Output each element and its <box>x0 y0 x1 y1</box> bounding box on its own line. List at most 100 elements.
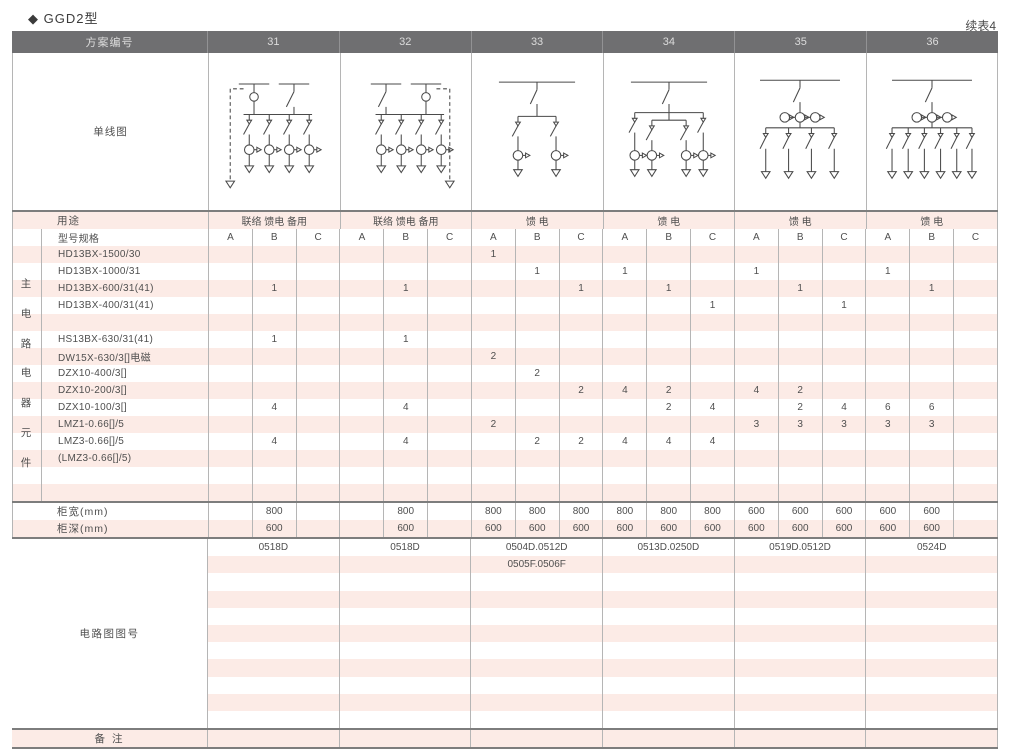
component-row <box>12 314 998 331</box>
value-cell: B <box>777 229 822 246</box>
value-cell <box>558 314 603 331</box>
model-name <box>41 484 208 501</box>
value-cell: C <box>821 229 866 246</box>
value-cell <box>470 280 515 297</box>
value-cell: 600 <box>558 520 603 537</box>
value-cell <box>470 399 515 416</box>
circuit-diagram-icon <box>885 79 977 180</box>
main-circuit-components-label: 主电路电器元件 <box>12 248 40 498</box>
value-cell <box>470 450 515 467</box>
circuit-number-cell: 0504D.0512D <box>470 539 602 557</box>
value-cell: B <box>646 229 690 246</box>
circuit-number-cell <box>338 607 471 625</box>
value-cell: 4 <box>251 399 296 416</box>
value-cell <box>295 503 340 520</box>
value-cell <box>558 467 603 484</box>
value-cell <box>733 399 778 416</box>
value-cell <box>427 467 471 484</box>
value-cell <box>690 484 734 501</box>
value-cell: 3 <box>909 416 953 433</box>
page-title: ◆ GGD2型 <box>28 11 99 26</box>
value-cell: 600 <box>865 520 909 537</box>
value-cell <box>909 246 953 263</box>
value-cell <box>690 314 734 331</box>
separator-line <box>12 537 998 539</box>
component-row: HD13BX-1500/30 1 <box>12 246 998 263</box>
value-cell: 600 <box>821 520 866 537</box>
value-cell: 1 <box>865 263 909 280</box>
value-cell <box>733 365 778 382</box>
value-cell <box>514 382 559 399</box>
value-cell <box>646 484 690 501</box>
value-cell <box>646 365 690 382</box>
value-cell <box>339 450 383 467</box>
remarks-cell <box>207 730 339 748</box>
circuit-number-cell <box>865 642 997 660</box>
value-cell <box>470 382 515 399</box>
value-cell: 600 <box>602 520 646 537</box>
separator-line <box>12 728 998 731</box>
value-cell <box>733 280 778 297</box>
value-cell <box>690 246 734 263</box>
empty-row <box>207 590 997 608</box>
usage-value: 联络 馈电 备用 <box>339 212 472 229</box>
circuit-diagram-icon <box>759 79 841 180</box>
value-cell <box>470 331 515 348</box>
remarks-cell <box>602 730 734 748</box>
value-cell <box>339 331 383 348</box>
value-cell <box>733 348 778 365</box>
circuit-number-cell <box>602 573 734 591</box>
value-cell <box>777 246 822 263</box>
value-cell: 3 <box>733 416 778 433</box>
value-cell <box>339 365 383 382</box>
value-cell <box>602 484 646 501</box>
circuit-number-cell <box>733 573 866 591</box>
value-cell <box>514 280 559 297</box>
remarks-row: 备 注 <box>12 730 998 748</box>
value-cell <box>690 280 734 297</box>
value-cell <box>295 450 340 467</box>
value-cell <box>427 433 471 450</box>
value-cell <box>514 297 559 314</box>
value-cell <box>690 416 734 433</box>
usage-label: 用途 <box>57 215 80 227</box>
value-cell <box>953 399 997 416</box>
circuit-number-cell <box>470 590 602 608</box>
value-cell <box>383 297 427 314</box>
table-row: 柜宽(mm) 800 800 800 800 800 800 800 800 600 600 600 6… <box>12 503 998 520</box>
value-cell <box>646 297 690 314</box>
value-cell <box>383 314 427 331</box>
empty-row <box>207 624 997 643</box>
value-cell <box>295 314 340 331</box>
circuit-numbers-section: 电路图图号 0518D 0518D 0504D.0512D 0513D.0250D 051… <box>12 539 998 729</box>
value-cell <box>602 399 646 416</box>
value-cell <box>339 484 383 501</box>
value-cell: 4 <box>602 382 646 399</box>
value-cell <box>558 348 603 365</box>
value-cell <box>953 382 997 399</box>
value-cell <box>295 520 340 537</box>
header-scheme-number: 33 <box>470 31 603 53</box>
value-cell <box>427 263 471 280</box>
value-cell <box>383 467 427 484</box>
value-cell <box>777 263 822 280</box>
circuit-number-cell <box>207 624 339 643</box>
value-cell <box>514 416 559 433</box>
value-cell <box>208 467 252 484</box>
model-name <box>41 314 208 331</box>
circuit-number-cell <box>338 573 471 591</box>
circuit-number-cell <box>602 659 734 677</box>
value-cell <box>821 348 866 365</box>
value-cell <box>383 382 427 399</box>
value-cell <box>953 280 997 297</box>
value-cell <box>733 331 778 348</box>
value-cell: C <box>427 229 471 246</box>
value-cell <box>295 263 340 280</box>
value-cell: A <box>208 229 252 246</box>
value-cell: 2 <box>777 399 822 416</box>
value-cell <box>558 484 603 501</box>
circuit-number-cell <box>733 676 866 694</box>
value-cell: 600 <box>909 520 953 537</box>
value-cell <box>602 297 646 314</box>
value-cell <box>909 297 953 314</box>
